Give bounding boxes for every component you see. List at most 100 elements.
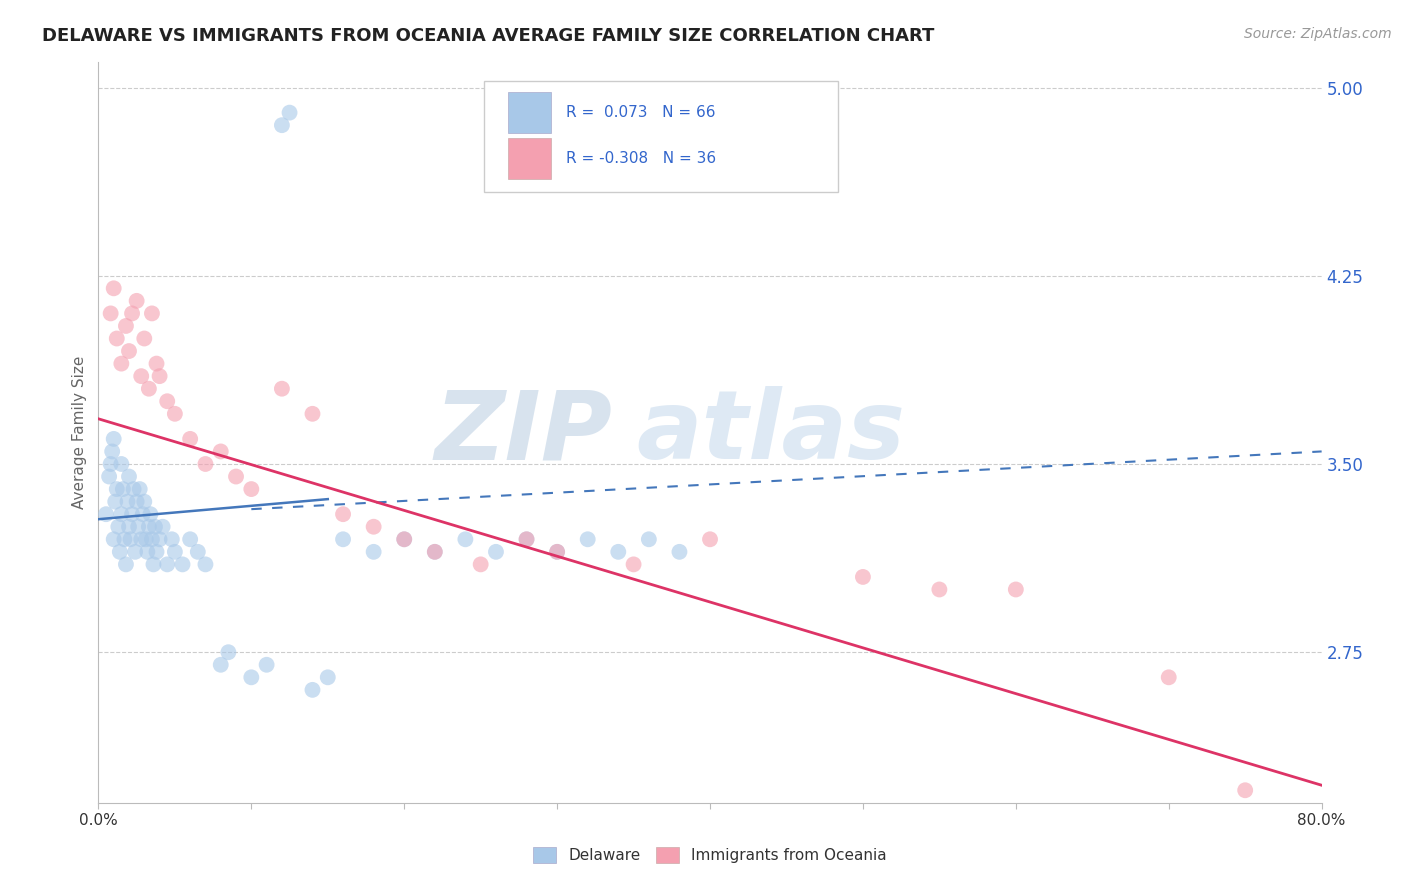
Point (110, 357, 132, 371)
Point (117, 494, 139, 508)
Point (623, 558, 645, 572)
Point (332, 507, 354, 521)
Text: DELAWARE VS IMMIGRANTS FROM OCEANIA AVERAGE FAMILY SIZE CORRELATION CHART: DELAWARE VS IMMIGRANTS FROM OCEANIA AVER… (42, 27, 935, 45)
Point (470, 558, 492, 572)
Point (104, 494, 127, 508)
Point (546, 545, 568, 559)
Point (142, 558, 165, 572)
Point (217, 645, 239, 659)
Y-axis label: Average Family Size: Average Family Size (72, 356, 87, 509)
Bar (508, 93, 551, 133)
Point (576, 533, 599, 547)
Text: ZIP: ZIP (434, 386, 612, 479)
Point (118, 344, 141, 359)
Point (112, 533, 135, 547)
Point (392, 533, 416, 547)
Point (485, 545, 508, 559)
Point (1234, 783, 1257, 797)
Point (209, 444, 232, 458)
Point (134, 331, 156, 345)
Point (98, 469, 121, 483)
Point (852, 570, 875, 584)
Point (156, 558, 179, 572)
Text: atlas: atlas (637, 386, 905, 479)
Point (125, 494, 148, 508)
Point (160, 533, 183, 547)
Point (127, 520, 149, 534)
Point (100, 457, 122, 471)
Point (110, 457, 132, 471)
Point (145, 545, 167, 559)
Text: Source: ZipAtlas.com: Source: ZipAtlas.com (1244, 27, 1392, 41)
Point (637, 533, 661, 547)
Point (194, 457, 217, 471)
Point (121, 507, 143, 521)
Point (115, 558, 138, 572)
Point (546, 545, 568, 559)
Point (103, 281, 125, 295)
Point (423, 545, 446, 559)
Point (105, 331, 128, 345)
Point (101, 444, 124, 458)
Point (107, 520, 129, 534)
Point (607, 545, 630, 559)
Point (363, 520, 385, 534)
FancyBboxPatch shape (484, 81, 838, 192)
Point (156, 394, 179, 409)
Point (139, 507, 162, 521)
Point (118, 520, 141, 534)
Point (125, 293, 148, 308)
Point (149, 533, 172, 547)
Point (136, 545, 159, 559)
Point (163, 545, 186, 559)
Point (141, 533, 163, 547)
Point (194, 558, 217, 572)
Point (143, 520, 166, 534)
Legend: Delaware, Immigrants from Oceania: Delaware, Immigrants from Oceania (527, 841, 893, 869)
Point (103, 432, 125, 446)
Point (516, 533, 538, 547)
Bar (508, 138, 551, 179)
Point (115, 318, 138, 333)
Point (392, 533, 416, 547)
Point (928, 582, 950, 597)
Point (118, 469, 141, 483)
Point (332, 533, 354, 547)
Point (108, 545, 131, 559)
Point (278, 105, 301, 120)
Point (129, 369, 152, 384)
Point (105, 482, 128, 496)
Point (187, 545, 209, 559)
Point (256, 657, 278, 672)
Point (209, 657, 232, 672)
Point (423, 545, 446, 559)
Point (270, 118, 292, 132)
Point (111, 482, 134, 496)
Text: R =  0.073   N = 66: R = 0.073 N = 66 (565, 105, 716, 120)
Point (145, 357, 167, 371)
Text: R = -0.308   N = 36: R = -0.308 N = 36 (565, 151, 716, 166)
Point (124, 545, 146, 559)
Point (1004, 582, 1026, 597)
Point (179, 432, 201, 446)
Point (225, 469, 247, 483)
Point (135, 533, 157, 547)
Point (132, 507, 155, 521)
Point (316, 670, 339, 684)
Point (240, 670, 263, 684)
Point (668, 545, 690, 559)
Point (516, 533, 538, 547)
Point (301, 407, 323, 421)
Point (149, 369, 172, 384)
Point (179, 533, 201, 547)
Point (363, 545, 385, 559)
Point (270, 382, 292, 396)
Point (152, 520, 174, 534)
Point (163, 407, 186, 421)
Point (100, 306, 122, 320)
Point (454, 533, 477, 547)
Point (121, 306, 143, 320)
Point (134, 494, 156, 508)
Point (699, 533, 721, 547)
Point (301, 682, 323, 697)
